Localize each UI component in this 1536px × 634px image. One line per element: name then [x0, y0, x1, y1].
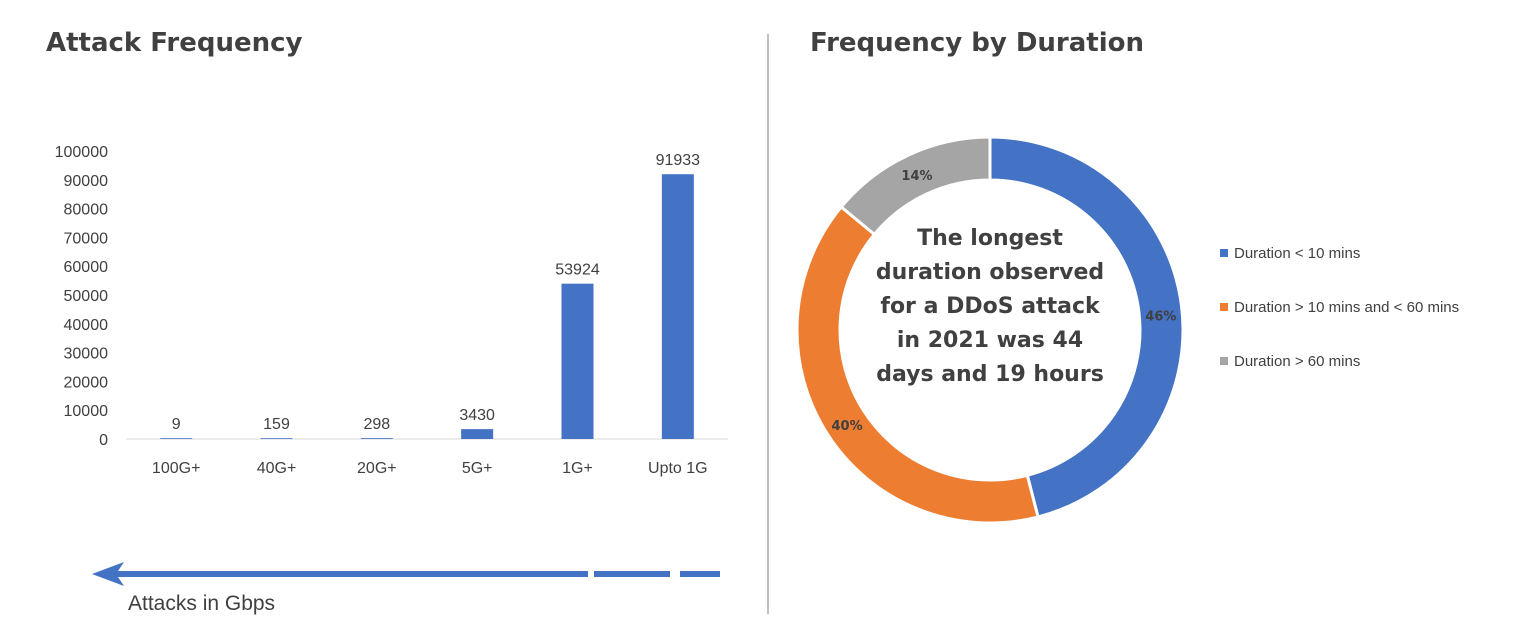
panel-divider: [767, 34, 769, 614]
x-tick-label: 100G+: [152, 460, 200, 477]
y-tick-label: 50000: [64, 288, 109, 305]
y-tick-label: 0: [99, 432, 108, 449]
legend-swatch-blue: [1220, 249, 1228, 257]
x-axis-caption: Attacks in Gbps: [128, 592, 276, 615]
y-tick-label: 80000: [64, 202, 109, 219]
legend-label: Duration > 10 mins and < 60 mins: [1234, 298, 1460, 316]
legend-swatch-orange: [1220, 303, 1228, 311]
legend-label: Duration > 60 mins: [1234, 352, 1361, 370]
frequency-by-duration-title: Frequency by Duration: [810, 28, 1145, 58]
donut-slice-1: [795, 204, 1040, 525]
donut-percent-label: 14%: [901, 169, 932, 184]
x-tick-label: Upto 1G: [648, 460, 708, 477]
bar-data-label: 53924: [555, 262, 600, 279]
bar-data-label: 159: [263, 416, 290, 433]
bar-data-label: 91933: [656, 152, 701, 169]
bar-Upto 1G: [661, 174, 694, 439]
duration-donut-chart: 46% 40% 14%: [795, 135, 1185, 525]
bar-1G+: [561, 283, 594, 439]
x-tick-label: 5G+: [462, 460, 493, 477]
y-tick-label: 20000: [64, 374, 109, 391]
legend-item-over-60: Duration > 60 mins: [1220, 351, 1459, 371]
y-tick-label: 90000: [64, 173, 109, 190]
donut-legend: Duration < 10 mins Duration > 10 mins an…: [1220, 243, 1459, 405]
bar-100G+: [160, 438, 193, 439]
bar-data-label: 3430: [459, 407, 495, 424]
gbps-direction-arrow: [92, 562, 720, 586]
donut-center-note: The longest duration observed for a DDoS…: [875, 226, 1105, 387]
y-tick-label: 70000: [64, 230, 109, 247]
y-tick-label: 10000: [64, 403, 109, 420]
legend-item-10-to-60: Duration > 10 mins and < 60 mins: [1220, 297, 1459, 317]
y-tick-label: 60000: [64, 259, 109, 276]
donut-percent-label: 40%: [832, 419, 863, 434]
y-tick-label: 100000: [55, 144, 108, 161]
y-tick-label: 30000: [64, 346, 109, 363]
arrow-head: [92, 562, 124, 586]
donut-slice-0: [988, 135, 1185, 519]
attack-frequency-bar-chart: 0 10000 20000 30000 40000 50000 60000 70000 8000…: [55, 144, 728, 586]
donut-percent-label: 46%: [1145, 309, 1176, 324]
bar-40G+: [260, 438, 293, 439]
x-tick-label: 20G+: [357, 460, 397, 477]
donut-slice-2: [839, 135, 992, 237]
legend-item-under-10: Duration < 10 mins: [1220, 243, 1459, 263]
bar-20G+: [360, 438, 393, 439]
x-tick-label: 1G+: [562, 460, 593, 477]
bar-data-label: 298: [363, 416, 390, 433]
attack-frequency-title: Attack Frequency: [46, 28, 303, 58]
bar-5G+: [461, 429, 494, 439]
x-tick-label: 40G+: [257, 460, 297, 477]
legend-swatch-gray: [1220, 357, 1228, 365]
legend-label: Duration < 10 mins: [1234, 244, 1361, 262]
y-tick-label: 40000: [64, 317, 109, 334]
bar-data-label: 9: [172, 416, 181, 433]
